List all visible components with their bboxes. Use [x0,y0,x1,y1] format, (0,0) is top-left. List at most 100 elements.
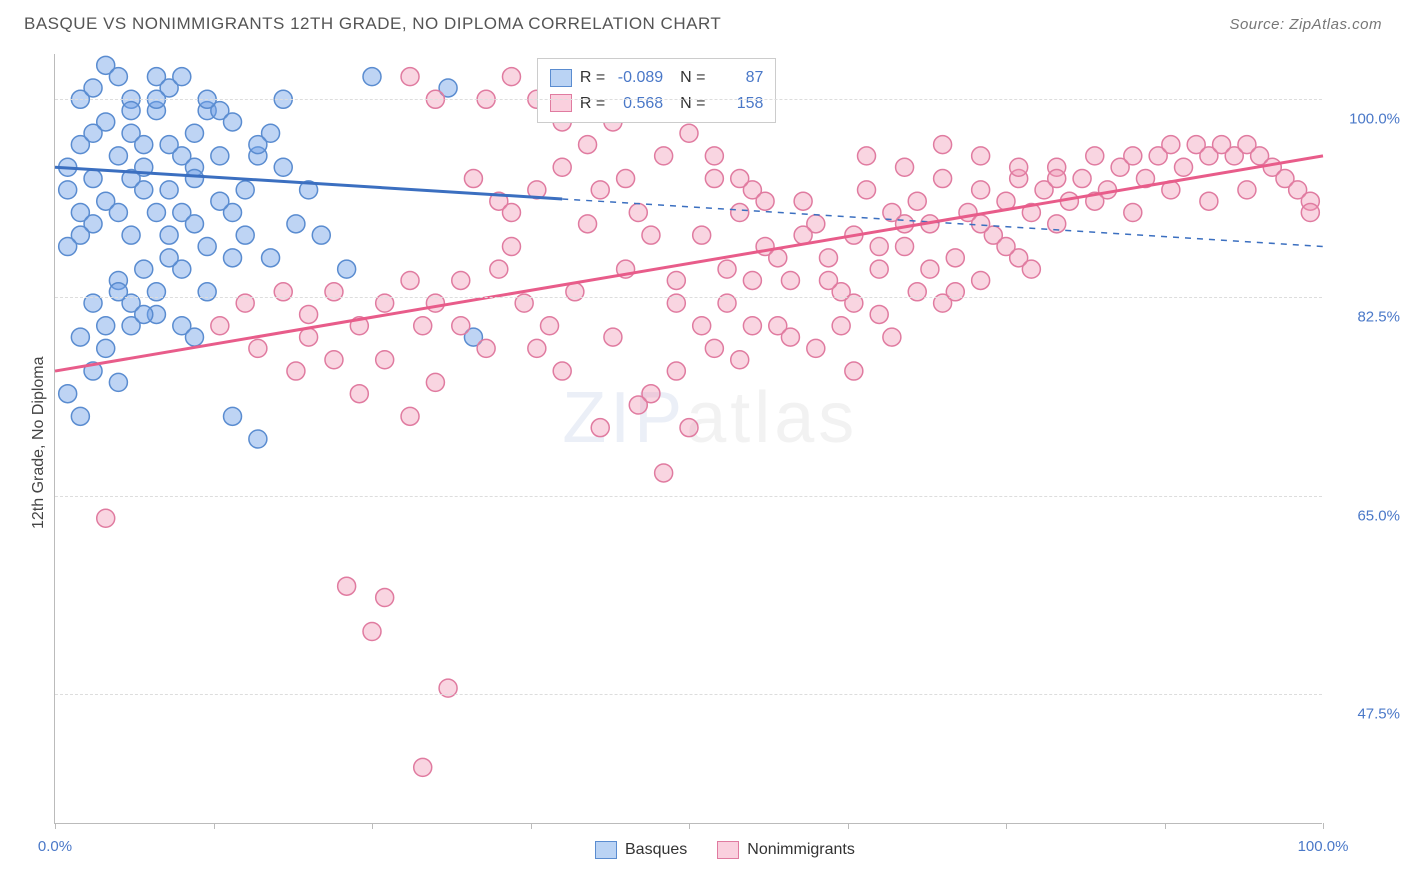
data-point [109,204,127,222]
data-point [426,373,444,391]
data-point [147,204,165,222]
stat-n-value: 158 [713,91,763,117]
x-tick [689,823,690,829]
data-point [135,305,153,323]
x-tick [1323,823,1324,829]
data-point [464,170,482,188]
x-tick-label: 0.0% [38,838,72,855]
stat-n-label: N = [671,65,705,91]
data-point [553,158,571,176]
gridline-h [55,297,1322,298]
data-point [997,238,1015,256]
data-point [173,68,191,86]
data-point [832,317,850,335]
data-point [528,339,546,357]
data-point [718,260,736,278]
data-point [794,226,812,244]
legend-series-name: Nonimmigrants [747,841,855,859]
y-tick-label: 82.5% [1330,309,1400,326]
legend-swatch [550,94,572,112]
data-point [160,136,178,154]
data-point [211,147,229,165]
data-point [680,124,698,142]
data-point [122,226,140,244]
data-point [97,509,115,527]
data-point [769,249,787,267]
x-tick [1006,823,1007,829]
data-point [845,362,863,380]
data-point [693,226,711,244]
data-point [908,192,926,210]
data-point [414,758,432,776]
data-point [109,147,127,165]
legend-series-name: Basques [625,841,687,859]
data-point [185,124,203,142]
y-tick-label: 47.5% [1330,705,1400,722]
data-point [705,339,723,357]
legend-stats-box: R =-0.089 N =87R =0.568 N =158 [537,58,777,123]
data-point [122,102,140,120]
data-point [972,147,990,165]
data-point [401,68,419,86]
source-label: Source: ZipAtlas.com [1229,16,1382,33]
data-point [287,215,305,233]
data-point [312,226,330,244]
data-point [325,351,343,369]
data-point [642,226,660,244]
data-point [249,339,267,357]
data-point [896,215,914,233]
data-point [870,260,888,278]
data-point [604,328,622,346]
data-point [1124,204,1142,222]
data-point [84,170,102,188]
data-point [135,181,153,199]
data-point [502,238,520,256]
data-point [731,351,749,369]
data-point [376,351,394,369]
x-tick-label: 100.0% [1298,838,1349,855]
data-point [934,170,952,188]
data-point [262,249,280,267]
data-point [452,317,470,335]
x-tick [214,823,215,829]
data-point [693,317,711,335]
data-point [591,181,609,199]
correlation-chart: BASQUE VS NONIMMIGRANTS 12TH GRADE, NO D… [0,0,1406,892]
data-point [858,147,876,165]
data-point [97,317,115,335]
data-point [185,215,203,233]
data-point [896,158,914,176]
plot-area: ZIPatlas R =-0.089 N =87R =0.568 N =158 … [54,54,1322,824]
data-point [274,158,292,176]
data-point [1124,147,1142,165]
data-point [1022,260,1040,278]
data-point [185,170,203,188]
data-point [300,305,318,323]
stat-n-value: 87 [713,65,763,91]
data-point [655,464,673,482]
data-point [59,181,77,199]
data-point [1010,158,1028,176]
data-point [541,317,559,335]
data-point [236,181,254,199]
x-tick [1165,823,1166,829]
legend-swatch [595,841,617,859]
data-point [84,124,102,142]
data-point [731,170,749,188]
data-point [553,362,571,380]
data-point [579,136,597,154]
y-tick-label: 100.0% [1330,111,1400,128]
gridline-h [55,496,1322,497]
data-point [287,362,305,380]
data-point [972,181,990,199]
data-point [629,396,647,414]
stat-r-value: -0.089 [613,65,663,91]
stat-n-label: N = [671,91,705,117]
y-tick-label: 65.0% [1330,507,1400,524]
title-bar: BASQUE VS NONIMMIGRANTS 12TH GRADE, NO D… [24,14,1382,34]
data-point [211,192,229,210]
data-point [946,249,964,267]
data-point [59,238,77,256]
data-point [502,68,520,86]
chart-title: BASQUE VS NONIMMIGRANTS 12TH GRADE, NO D… [24,14,721,34]
